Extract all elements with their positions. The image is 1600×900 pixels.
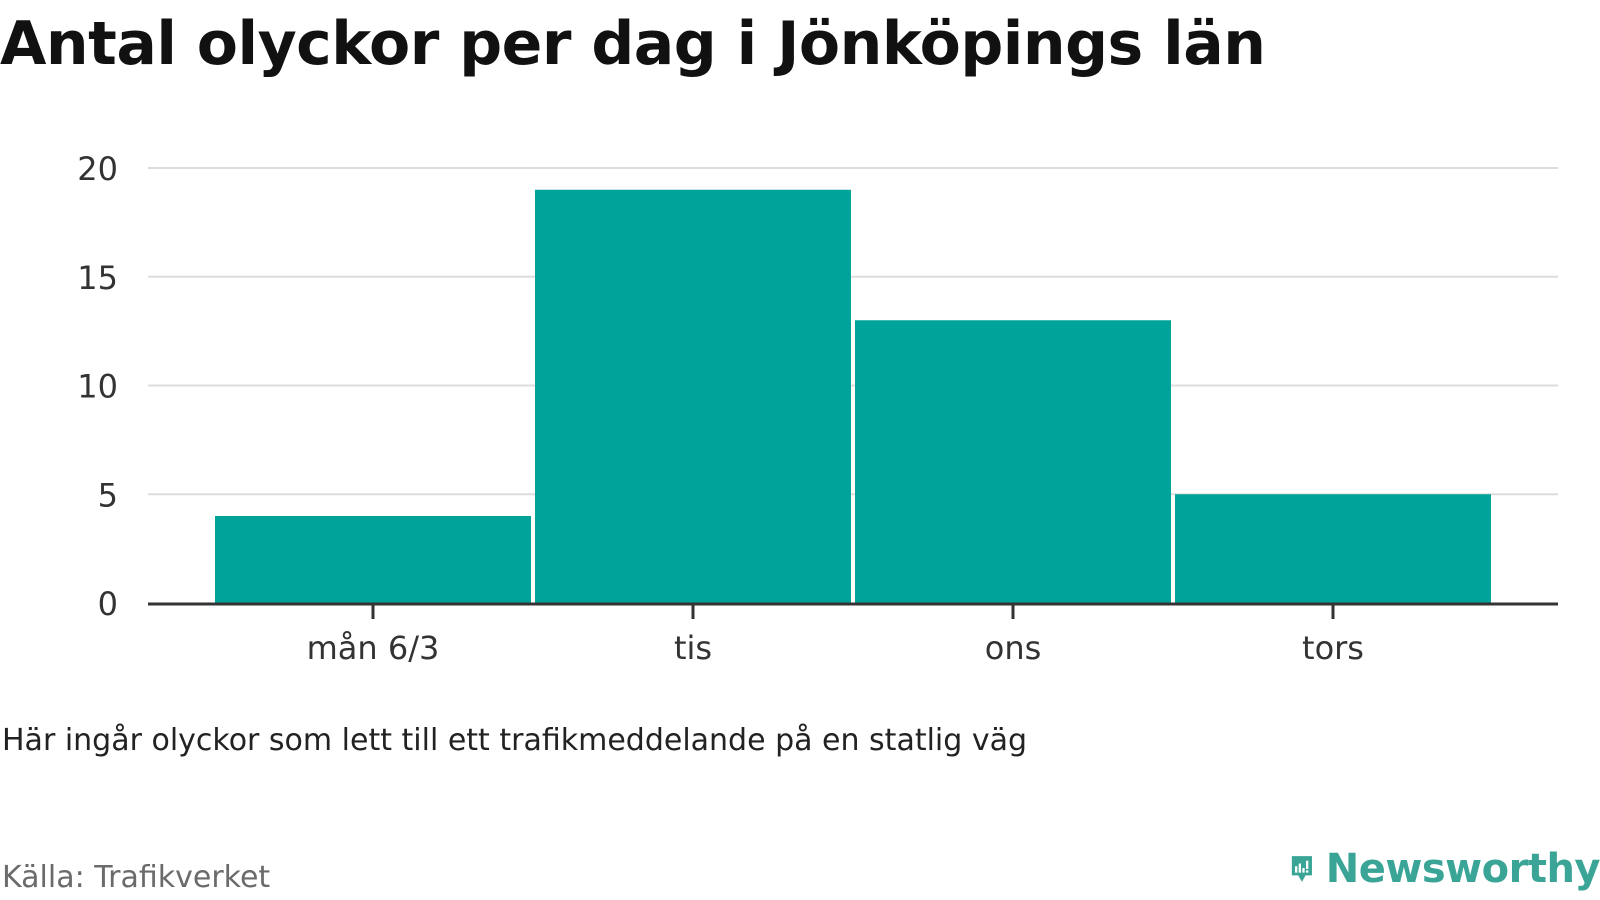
bar-2 [535,189,851,603]
newsworthy-logo-icon [1291,856,1312,882]
y-tick-label: 5 [98,476,118,514]
newsworthy-logo[interactable]: Newsworthy [1290,838,1600,900]
y-tick-label: 0 [98,585,118,623]
logo-text: Newsworthy [1325,846,1600,892]
bar-3 [855,320,1171,603]
x-tick-label: tis [674,629,712,667]
chart-title: Antal olyckor per dag i Jönköpings län [0,9,1266,79]
tick-labels: 0 5 10 15 20 mån 6/3 tis ons tors [77,150,1364,667]
axes [148,602,1558,619]
y-tick-label: 20 [77,150,118,188]
bars [215,189,1491,603]
source-credit: Källa: Trafikverket [2,860,271,895]
y-tick-label: 15 [77,259,118,297]
bar-4 [1175,494,1491,603]
bar-1 [215,516,531,603]
x-tick-label: ons [985,629,1042,667]
chart-note: Här ingår olyckor som lett till ett traf… [2,723,1028,758]
x-tick-label: tors [1302,629,1364,667]
x-tick-label: mån 6/3 [307,629,440,667]
bar-chart: 0 5 10 15 20 mån 6/3 tis ons tors [77,150,1558,667]
y-tick-label: 10 [77,368,118,406]
gridlines [148,167,1558,496]
